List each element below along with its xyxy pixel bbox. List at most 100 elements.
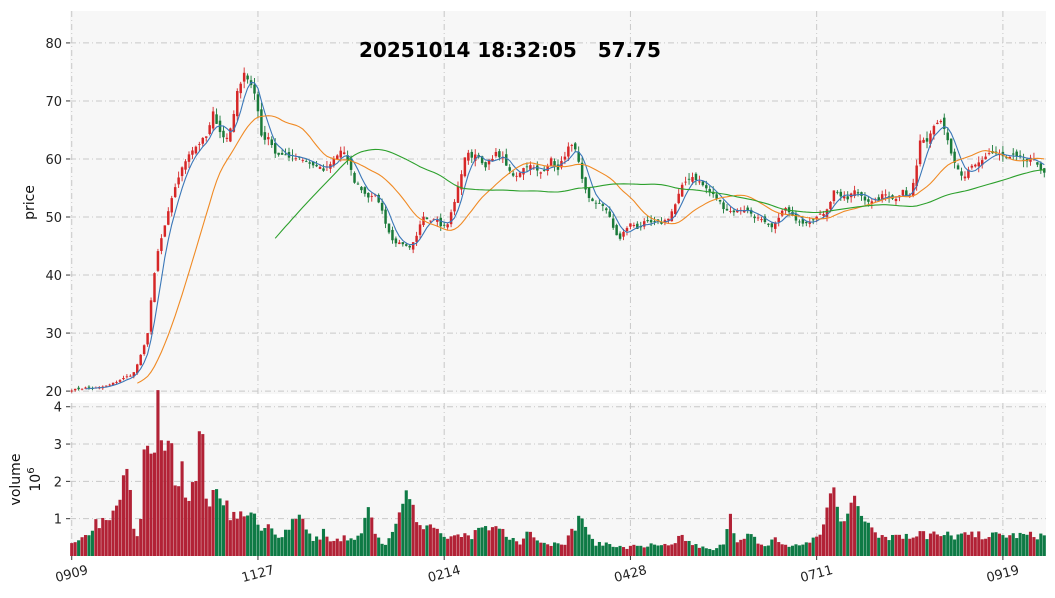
volume-tick-label: 2 — [54, 475, 62, 490]
volume-bar — [653, 544, 657, 556]
candle-body — [322, 168, 325, 171]
volume-bar — [625, 548, 629, 556]
candle-body — [398, 242, 401, 245]
moving-average-lines — [85, 81, 1045, 390]
volume-bar — [897, 534, 901, 556]
candle-body — [915, 165, 918, 187]
volume-bar — [690, 545, 695, 556]
candle-body — [518, 172, 522, 177]
volume-bar — [266, 524, 270, 556]
volume-bar — [1035, 539, 1039, 556]
volume-bar — [628, 545, 632, 556]
volume-bar — [494, 526, 498, 556]
volume-bar — [452, 535, 457, 556]
volume-bar — [687, 540, 691, 556]
candle-body — [746, 207, 749, 211]
volume-bar — [997, 533, 1001, 556]
price-tick-label: 70 — [45, 95, 62, 110]
price-panel-background — [70, 11, 1046, 394]
candle-body — [1039, 163, 1043, 170]
volume-bar — [121, 475, 126, 556]
candle-body — [301, 159, 305, 161]
volume-bar — [718, 544, 722, 556]
volume-bar — [370, 517, 374, 556]
volume-bar — [287, 529, 291, 556]
candle-body — [780, 210, 784, 216]
volume-bar — [542, 542, 546, 556]
candle-body — [115, 381, 118, 383]
price-tick-label: 30 — [45, 327, 62, 342]
candle-body — [553, 161, 556, 166]
volume-unit-exponent: 6 — [26, 467, 37, 473]
volume-bar — [556, 543, 560, 556]
volume-bar — [511, 537, 515, 556]
x-tick-label: 0711 — [799, 563, 835, 586]
volume-bar — [725, 529, 729, 556]
candle-body — [415, 235, 418, 242]
volume-bar — [318, 539, 322, 556]
volume-bar — [377, 537, 381, 556]
candle-body — [911, 182, 915, 196]
candle-body — [729, 211, 732, 212]
candle-body — [122, 377, 125, 380]
candle-body — [511, 173, 515, 176]
volume-bar — [411, 504, 415, 556]
volume-bar — [459, 537, 463, 556]
volume-bar — [259, 530, 263, 556]
volume-bar — [1028, 531, 1033, 556]
volume-bar — [97, 528, 101, 556]
volume-bar — [818, 534, 822, 556]
volume-bar — [1001, 535, 1005, 556]
volume-panel: 1 2 3 4 volume 106 — [8, 390, 1046, 556]
candle-body — [367, 192, 370, 198]
volume-bar — [149, 453, 153, 556]
candle-body — [567, 146, 570, 157]
candle-body — [798, 221, 801, 223]
volume-bar — [594, 545, 598, 556]
candle-body — [277, 152, 280, 155]
volume-bar — [232, 511, 236, 556]
candle-body — [905, 190, 908, 196]
volume-bar — [439, 533, 443, 556]
volume-bar — [770, 539, 774, 556]
candle-body — [156, 251, 160, 271]
candle-body — [104, 385, 108, 387]
candle-body — [342, 152, 346, 155]
candle-body — [660, 221, 663, 224]
volume-bar — [504, 536, 508, 556]
volume-bar — [273, 534, 277, 556]
candle-body — [594, 202, 598, 204]
price-grid — [70, 11, 1046, 394]
volume-bar — [735, 542, 739, 556]
candle-body — [525, 166, 529, 168]
volume-bar — [163, 450, 167, 556]
candle-body — [215, 114, 218, 124]
volume-bar — [297, 514, 301, 556]
volume-bar — [670, 544, 674, 556]
volume-bar — [363, 517, 367, 556]
volume-bar — [497, 528, 501, 556]
candle-body — [125, 376, 129, 378]
volume-bar — [684, 540, 688, 556]
volume-bar — [742, 538, 746, 556]
volume-bar — [428, 524, 432, 556]
candle-body — [1043, 168, 1046, 173]
volume-bar — [835, 506, 839, 556]
volume-bar — [352, 539, 357, 556]
candle-body — [353, 172, 356, 183]
volume-bar — [487, 530, 491, 556]
candle-body — [153, 273, 156, 303]
volume-bar — [804, 542, 808, 556]
candle-body — [308, 162, 311, 164]
candle-body — [346, 155, 349, 161]
candle-body — [970, 165, 974, 168]
candle-body — [943, 117, 946, 129]
candle-body — [194, 146, 198, 154]
candle-body — [1036, 162, 1039, 165]
volume-bar — [1025, 534, 1029, 556]
volume-bar — [315, 536, 319, 556]
candle-body — [625, 227, 629, 232]
volume-bar — [639, 545, 643, 556]
volume-bar — [139, 518, 143, 556]
candle-body — [498, 151, 501, 158]
